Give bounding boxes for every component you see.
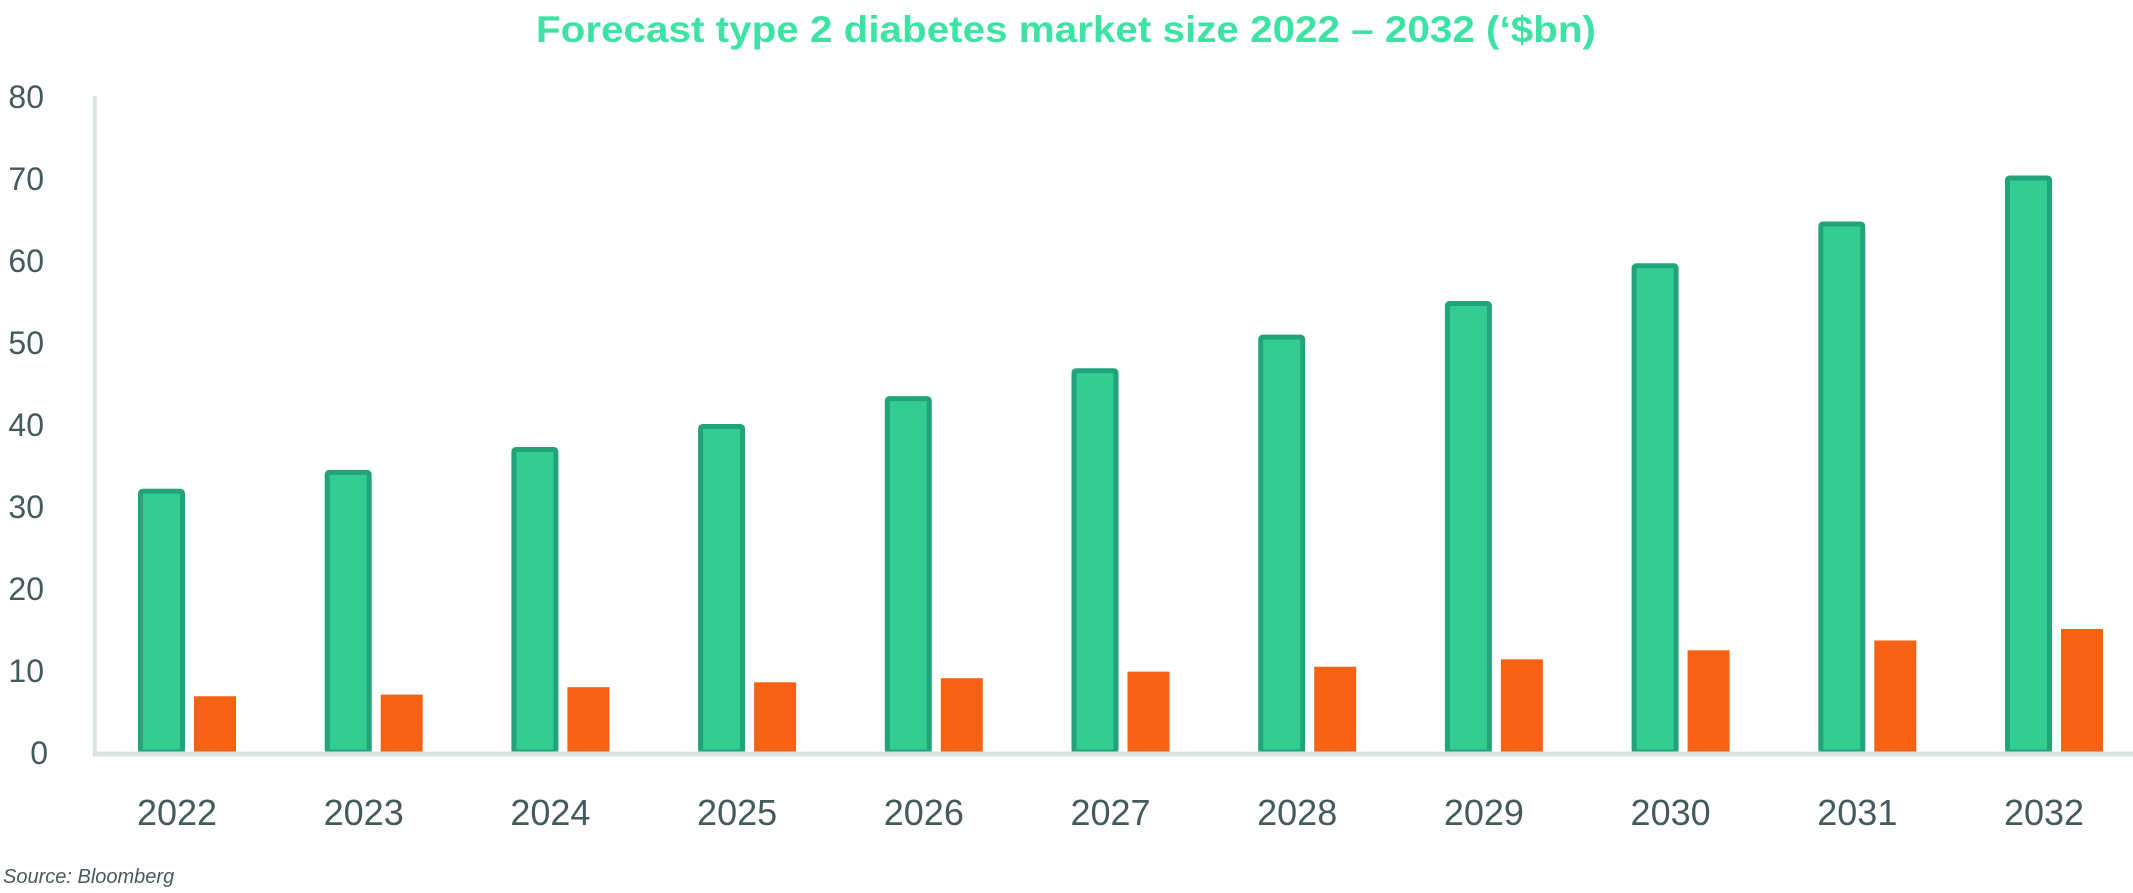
x-tick-label: 2030 (1631, 792, 1711, 833)
x-tick-label: 2032 (2004, 792, 2084, 833)
x-tick-label: 2028 (1257, 792, 1337, 833)
chart-title: Forecast type 2 diabetes market size 202… (536, 9, 1596, 50)
bar-series1-2030 (1631, 263, 1679, 755)
bar-series1-2031 (1818, 221, 1866, 755)
bar-series1-2025 (698, 424, 746, 755)
bar-series1-2023 (324, 469, 372, 755)
x-tick-label: 2022 (137, 792, 217, 833)
bar-series2-2027 (1127, 671, 1170, 752)
bar-series2-2032 (2061, 629, 2103, 752)
bar-series1-2029 (1444, 301, 1492, 755)
y-tick-label: 50 (8, 325, 44, 361)
bar-series1-2024 (511, 446, 559, 755)
x-tick-label: 2026 (884, 792, 964, 833)
x-axis-ticks: 2022 2023 2024 2025 2026 2027 2028 2029 2030 2031… (137, 792, 2084, 833)
x-tick-label: 2024 (510, 792, 590, 833)
y-tick-label: 80 (8, 79, 44, 115)
bar-series1-2028 (1258, 334, 1306, 755)
bar-series2-2025 (754, 682, 797, 752)
source-note: Source: Bloomberg (3, 866, 174, 888)
bar-series1-2026 (884, 396, 932, 755)
x-tick-label: 2023 (324, 792, 404, 833)
bar-series2-2031 (1874, 640, 1917, 752)
x-tick-label: 2025 (697, 792, 777, 833)
x-tick-label: 2029 (1444, 792, 1524, 833)
bar-series2-2024 (567, 687, 610, 752)
bar-series1-2027 (1071, 368, 1119, 755)
bar-series2-2026 (940, 678, 983, 752)
bar-series2-2028 (1314, 666, 1357, 752)
bar-series1-2032 (2005, 175, 2052, 755)
y-axis-ticks: 0 10 20 30 40 50 60 70 80 (8, 79, 48, 771)
y-tick-label: 70 (8, 161, 44, 197)
y-tick-label: 20 (8, 571, 44, 607)
x-tick-label: 2027 (1070, 792, 1150, 833)
bar-series2-2030 (1687, 650, 1730, 752)
y-tick-label: 60 (8, 243, 44, 279)
y-tick-label: 40 (8, 407, 44, 443)
bar-series2-2029 (1500, 659, 1543, 752)
bar-series2-2023 (380, 694, 423, 752)
y-tick-label: 10 (8, 653, 44, 689)
y-tick-label: 0 (30, 735, 48, 771)
y-tick-label: 30 (8, 489, 44, 525)
bar-series2-2022 (194, 696, 236, 752)
bar-series1-2022 (138, 488, 185, 755)
x-tick-label: 2031 (1817, 792, 1897, 833)
bars (138, 175, 2103, 755)
